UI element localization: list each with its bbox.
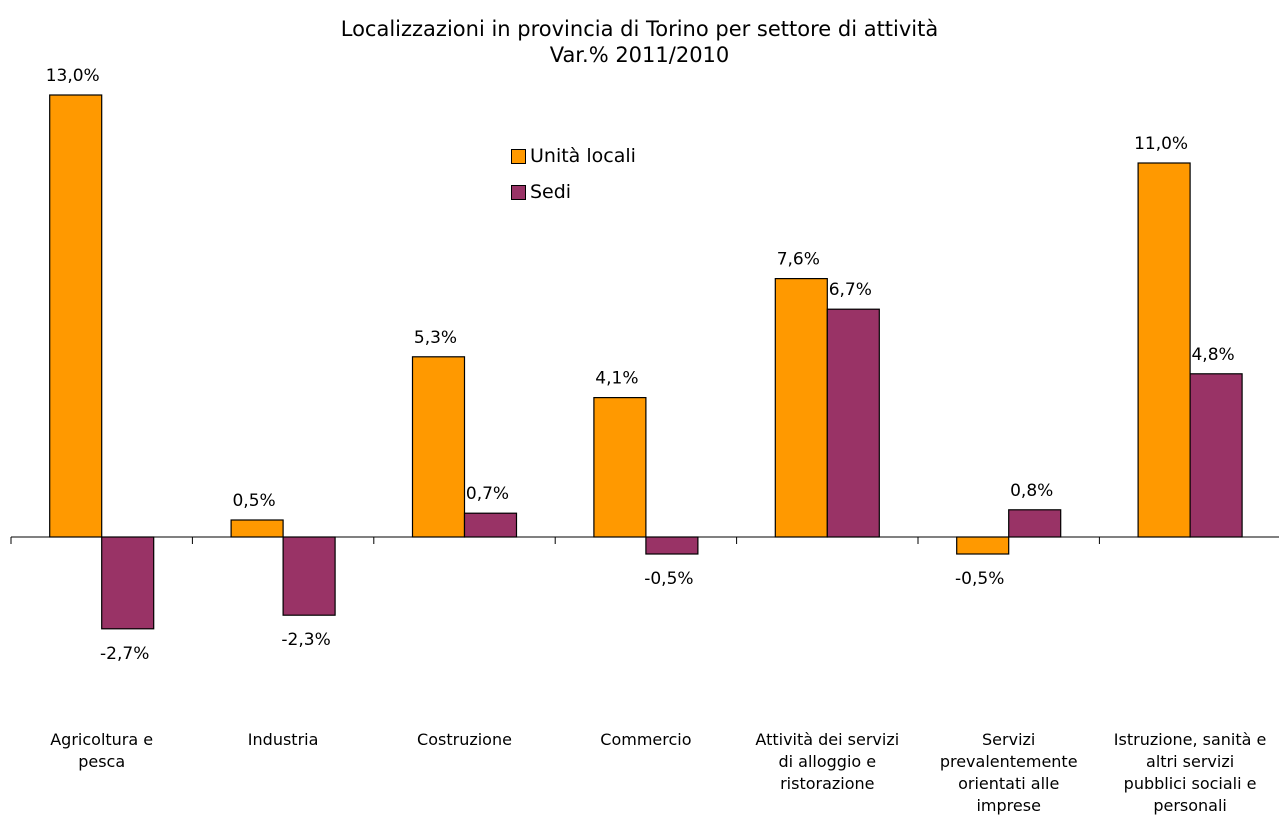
bar-unita-locali xyxy=(956,536,1010,555)
data-label: 5,3% xyxy=(414,328,457,348)
bar-sedi xyxy=(645,536,699,555)
bar-sedi xyxy=(1189,373,1243,538)
category-label: Servizi prevalentemente orientati alle impr… xyxy=(939,730,1078,815)
chart-subtitle: Var.% 2011/2010 xyxy=(549,43,730,67)
legend-item-unita-locali: Unità locali xyxy=(511,138,636,174)
bar-unita-locali xyxy=(1137,162,1191,538)
data-label: 0,5% xyxy=(232,491,275,511)
data-label: 11,0% xyxy=(1134,134,1188,154)
bar-unita-locali xyxy=(411,356,466,538)
data-label: -2,7% xyxy=(100,644,149,664)
category-label: Industria xyxy=(247,730,319,749)
legend-swatch-unita-locali xyxy=(511,148,526,164)
chart-title: Localizzazioni in provincia di Torino pe… xyxy=(340,17,939,41)
legend-label-unita-locali: Unità locali xyxy=(530,145,636,167)
category-label: Agricoltura e pesca xyxy=(50,730,154,771)
bar-unita-locali xyxy=(774,278,828,538)
bar-unita-locali xyxy=(49,94,103,538)
data-label: 4,8% xyxy=(1191,345,1234,365)
bar-unita-locali xyxy=(593,397,647,538)
legend: Unità locali Sedi xyxy=(511,138,636,210)
category-label: Attività dei servizi di alloggio e ristora… xyxy=(755,730,900,793)
data-label: -0,5% xyxy=(644,569,693,589)
data-label: -0,5% xyxy=(955,569,1004,589)
data-label: 0,8% xyxy=(1010,481,1053,501)
bar-sedi xyxy=(826,308,880,538)
data-label: -2,3% xyxy=(281,630,330,650)
data-label: 13,0% xyxy=(46,66,100,86)
bar-sedi xyxy=(282,536,336,616)
bar-sedi xyxy=(101,536,155,630)
category-label: Costruzione xyxy=(417,730,512,749)
legend-label-sedi: Sedi xyxy=(530,181,572,203)
legend-swatch-sedi xyxy=(511,184,526,200)
bar-sedi xyxy=(463,512,518,538)
data-label: 4,1% xyxy=(595,369,638,389)
legend-item-sedi: Sedi xyxy=(511,174,636,210)
bar-unita-locali xyxy=(230,519,284,538)
data-label: 0,7% xyxy=(466,484,509,504)
category-label: Istruzione, sanità e altri servizi pubblic… xyxy=(1113,730,1267,815)
data-label: 6,7% xyxy=(829,280,872,300)
category-label: Commercio xyxy=(600,730,692,749)
bar-sedi xyxy=(1008,509,1062,538)
data-label: 7,6% xyxy=(777,250,820,270)
